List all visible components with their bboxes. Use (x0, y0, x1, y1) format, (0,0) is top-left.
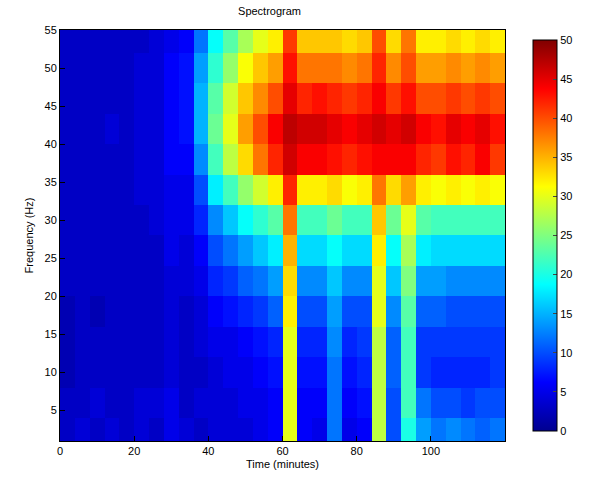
svg-text:15: 15 (560, 308, 572, 320)
svg-text:40: 40 (560, 112, 572, 124)
svg-text:30: 30 (45, 214, 57, 226)
svg-text:15: 15 (45, 328, 57, 340)
svg-text:35: 35 (560, 151, 572, 163)
svg-text:60: 60 (276, 445, 288, 457)
svg-text:5: 5 (560, 386, 566, 398)
svg-text:20: 20 (128, 445, 140, 457)
svg-text:55: 55 (45, 24, 57, 36)
svg-text:5: 5 (51, 404, 57, 416)
svg-text:50: 50 (560, 34, 572, 46)
svg-text:30: 30 (560, 190, 572, 202)
svg-text:10: 10 (45, 366, 57, 378)
svg-text:20: 20 (45, 290, 57, 302)
svg-text:45: 45 (45, 100, 57, 112)
svg-text:10: 10 (560, 347, 572, 359)
svg-text:25: 25 (45, 252, 57, 264)
svg-text:100: 100 (422, 445, 440, 457)
svg-text:20: 20 (560, 268, 572, 280)
svg-text:Spectrogram: Spectrogram (238, 5, 301, 17)
svg-text:25: 25 (560, 229, 572, 241)
svg-text:45: 45 (560, 73, 572, 85)
svg-text:50: 50 (45, 62, 57, 74)
svg-text:0: 0 (57, 445, 63, 457)
svg-text:0: 0 (560, 425, 566, 437)
svg-text:40: 40 (45, 138, 57, 150)
svg-text:Time (minutes): Time (minutes) (246, 458, 319, 470)
svg-text:Frequency (Hz): Frequency (Hz) (23, 198, 35, 274)
svg-text:80: 80 (351, 445, 363, 457)
svg-text:35: 35 (45, 176, 57, 188)
svg-text:40: 40 (202, 445, 214, 457)
